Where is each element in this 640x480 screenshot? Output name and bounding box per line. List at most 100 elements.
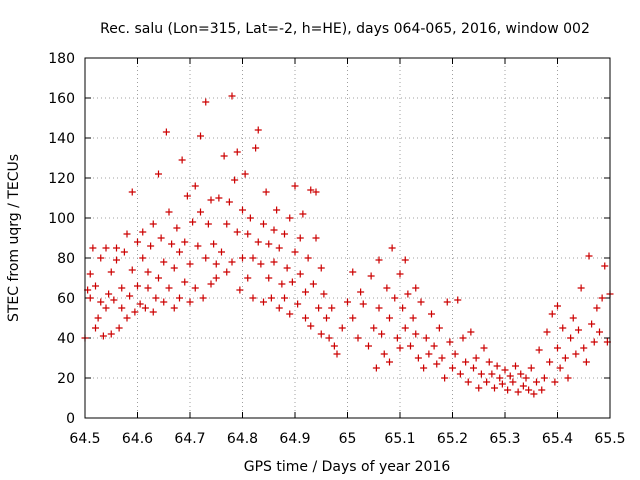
y-tick-label: 40: [57, 331, 75, 347]
data-point: [197, 208, 204, 216]
data-point: [535, 346, 543, 354]
x-tick-label: 64.7: [174, 431, 205, 447]
plot-frame: [84, 57, 611, 419]
data-point: [577, 284, 585, 292]
data-point: [281, 230, 288, 238]
data-point: [113, 244, 120, 252]
data-point: [134, 238, 141, 246]
data-point: [123, 230, 131, 238]
data-point: [559, 324, 567, 332]
data-point: [325, 334, 333, 342]
y-tick-label: 80: [57, 251, 75, 267]
data-point: [291, 182, 299, 190]
data-point: [501, 366, 509, 374]
data-point: [464, 378, 472, 386]
data-point: [223, 220, 231, 228]
data-point: [462, 358, 470, 366]
data-point: [572, 350, 580, 358]
data-point: [315, 304, 323, 312]
data-point: [189, 218, 197, 226]
data-point: [207, 280, 215, 288]
data-point: [393, 334, 401, 342]
data-point: [533, 378, 540, 386]
data-point: [454, 296, 462, 304]
data-point: [186, 298, 194, 306]
data-point: [386, 314, 393, 322]
data-point: [126, 292, 134, 300]
data-point: [504, 386, 512, 394]
data-point: [160, 298, 168, 306]
data-point: [561, 354, 569, 362]
data-point: [317, 264, 325, 272]
data-point: [260, 298, 267, 306]
data-point: [89, 244, 97, 252]
data-point: [354, 334, 362, 342]
data-point: [191, 182, 199, 190]
data-point: [173, 224, 181, 232]
data-point: [291, 248, 299, 256]
data-point: [157, 234, 165, 242]
data-point: [323, 314, 330, 322]
data-point: [317, 330, 325, 338]
data-point: [312, 234, 320, 242]
data-point: [228, 258, 236, 266]
data-point: [118, 304, 126, 312]
data-point: [134, 282, 141, 290]
data-point: [357, 288, 365, 296]
data-point: [118, 284, 126, 292]
data-point: [92, 324, 99, 332]
data-point: [273, 206, 281, 214]
data-point: [155, 170, 162, 178]
data-point: [601, 262, 609, 270]
data-point: [349, 268, 357, 276]
data-point: [567, 334, 575, 342]
data-point: [375, 304, 383, 312]
y-tick-labels: 0 20 40 60 80 100 120 140 160 180: [48, 51, 75, 427]
x-tick-label: 64.8: [227, 431, 258, 447]
x-tick-label: 65.2: [437, 431, 468, 447]
data-point: [443, 298, 451, 306]
data-point: [506, 372, 514, 380]
data-point: [294, 300, 302, 308]
data-point: [165, 284, 173, 292]
data-point: [181, 238, 189, 246]
data-point: [467, 328, 475, 336]
data-point: [556, 364, 564, 372]
data-point: [330, 342, 338, 350]
data-point: [131, 308, 139, 316]
data-point: [328, 304, 336, 312]
data-point: [176, 294, 183, 302]
data-point: [590, 338, 598, 346]
y-tick-label: 20: [57, 371, 75, 387]
data-point: [223, 268, 231, 276]
data-point: [596, 328, 603, 336]
data-point: [344, 298, 351, 306]
data-point: [115, 324, 123, 332]
data-point: [378, 330, 386, 338]
data-point: [113, 256, 120, 264]
data-point: [407, 342, 414, 350]
y-tick-label: 100: [48, 211, 75, 227]
data-point: [99, 332, 107, 340]
data-point: [580, 344, 588, 352]
data-point: [551, 378, 559, 386]
x-tick-label: 64.9: [279, 431, 310, 447]
data-point: [396, 270, 404, 278]
data-point: [404, 290, 412, 298]
data-point: [144, 284, 152, 292]
data-point: [105, 290, 113, 298]
data-point: [412, 330, 420, 338]
data-point: [422, 334, 430, 342]
data-point: [391, 294, 399, 302]
data-point: [417, 298, 425, 306]
data-point: [477, 370, 485, 378]
data-point: [498, 380, 506, 388]
data-point: [517, 370, 525, 378]
data-point: [349, 314, 357, 322]
data-point: [202, 254, 210, 262]
data-point: [92, 282, 99, 290]
data-point: [569, 314, 577, 322]
data-point: [191, 284, 199, 292]
data-point: [120, 248, 128, 256]
data-point: [548, 310, 556, 318]
